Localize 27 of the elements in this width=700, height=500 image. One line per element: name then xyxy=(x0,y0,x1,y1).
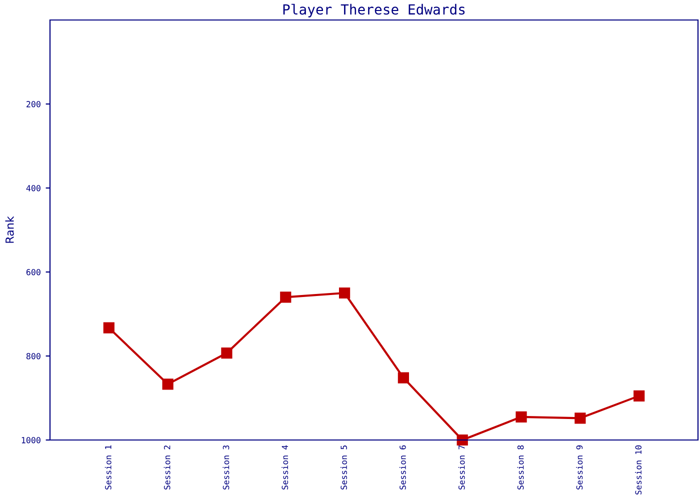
x-tick-label: Session 9 xyxy=(576,445,583,490)
point xyxy=(516,411,527,422)
point xyxy=(103,322,114,334)
x-tick-label: Session 10 xyxy=(635,445,642,494)
point xyxy=(338,287,350,299)
x-tick-label: Session 6 xyxy=(399,445,406,490)
x-tick-label: Session 1 xyxy=(104,445,112,490)
chart-title: Player Therese Edwards xyxy=(283,4,465,18)
x-tick-label: Session 4 xyxy=(282,445,288,490)
y-tick-label: 1000 xyxy=(22,437,40,444)
x-tick-label: Session 3 xyxy=(222,445,230,490)
y-tick-label: 400 xyxy=(26,185,40,192)
x-tick-label: Session 2 xyxy=(164,446,170,490)
x-tick-label: Session 8 xyxy=(517,445,524,490)
y-tick-label: 600 xyxy=(26,269,40,276)
point xyxy=(398,372,410,384)
y-axis-title: Rank xyxy=(5,216,14,243)
x-tick-label: Session 7 xyxy=(458,445,465,490)
y-tick-label: 200 xyxy=(26,101,40,108)
point xyxy=(221,348,232,359)
x-tick-label: Session 5 xyxy=(340,446,347,490)
point xyxy=(634,390,645,402)
point xyxy=(456,434,468,446)
point xyxy=(574,412,586,424)
point xyxy=(280,292,292,303)
point xyxy=(162,378,174,390)
y-tick-label: 800 xyxy=(26,353,40,360)
